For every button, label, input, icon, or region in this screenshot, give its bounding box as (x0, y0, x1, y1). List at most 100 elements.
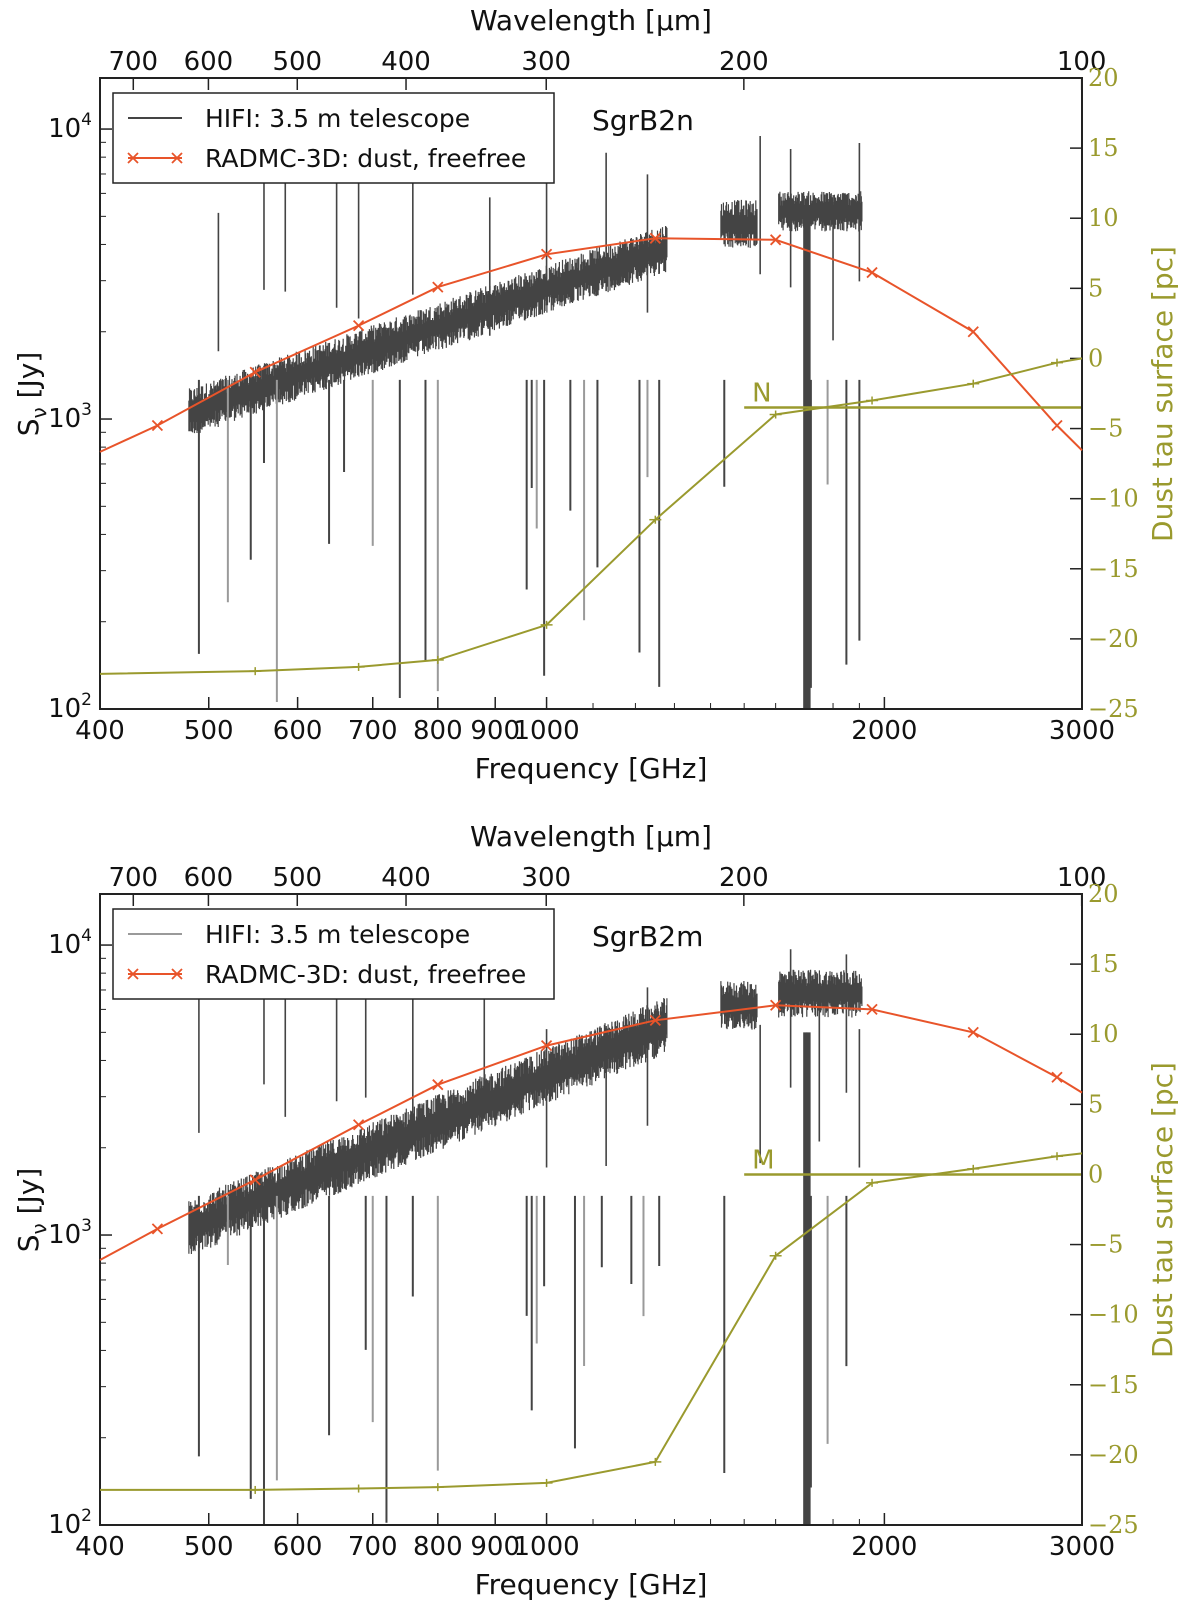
y-tick-label: 104 (48, 110, 92, 144)
x-tick-label: 600 (273, 716, 323, 746)
spectrum-band (720, 981, 758, 1030)
model-point (352, 319, 365, 332)
top-tick-label: 200 (719, 863, 769, 893)
model-point (249, 366, 261, 378)
y2-tick-label: −15 (1088, 555, 1139, 583)
legend: HIFI: 3.5 m telescope RADMC-3D: dust, fre… (112, 908, 555, 1000)
spectrum-band (778, 191, 863, 232)
y2-tick-label: 20 (1088, 880, 1119, 908)
hifi-spectrum (188, 135, 863, 708)
y2-tick-label: 10 (1088, 204, 1119, 232)
radmc-model-line (99, 232, 1083, 453)
y2-tick-label: 20 (1088, 64, 1119, 92)
y2-tick-label: −10 (1088, 485, 1139, 513)
y2-tick-label: 0 (1088, 1160, 1103, 1188)
y-tick-label: 104 (48, 926, 92, 960)
spectrum-band (720, 199, 758, 248)
x-tick-label: 3000 (1049, 1532, 1115, 1562)
top-tick-label: 600 (184, 863, 234, 893)
y2-axis-title: Dust tau surface [pc] (1146, 1062, 1179, 1358)
y-axis-title: Sν [Jy] (12, 1168, 51, 1253)
legend-marker (127, 968, 139, 980)
y2-tick-label: −10 (1088, 1301, 1139, 1329)
top-axis-title: Wavelength [μm] (470, 4, 712, 37)
x-tick-label: 1000 (513, 1532, 579, 1562)
top-axis-title: Wavelength [μm] (470, 820, 712, 853)
y-tick-label: 103 (48, 1216, 92, 1250)
y-tick-label: 103 (48, 400, 92, 434)
top-tick-label: 400 (381, 863, 431, 893)
model-point (540, 1039, 553, 1052)
y2-tick-label: −5 (1088, 1231, 1123, 1259)
y-axis-title: Sν [Jy] (12, 352, 51, 437)
legend-label: HIFI: 3.5 m telescope (205, 104, 470, 133)
spectrum-band (188, 226, 668, 434)
x-tick-label: 900 (470, 716, 520, 746)
legend-marker (127, 152, 139, 164)
legend-box (112, 908, 555, 1000)
model-point (769, 234, 782, 246)
surface-marker-label: M (752, 1145, 774, 1175)
x-tick-label: 1000 (513, 716, 579, 746)
top-tick-label: 100 (1057, 863, 1107, 893)
model-point (649, 1014, 661, 1026)
tau-surface-line: N (99, 357, 1083, 676)
top-tick-label: 600 (184, 47, 234, 77)
y2-tick-label: −25 (1088, 695, 1139, 723)
x-tick-label: 800 (413, 716, 463, 746)
surface-marker-label: N (752, 379, 771, 409)
top-tick-label: 500 (272, 863, 322, 893)
model-point (352, 1119, 365, 1131)
x-tick-label: 3000 (1049, 716, 1115, 746)
spectrum-band (778, 969, 863, 1018)
radmc-model-line (99, 999, 1083, 1261)
y2-tick-label: −15 (1088, 1371, 1139, 1399)
model-point (151, 1223, 164, 1235)
y2-tick-label: −20 (1088, 625, 1139, 653)
model-point (540, 248, 553, 260)
x-tick-label: 600 (273, 1532, 323, 1562)
model-point (432, 281, 444, 293)
hifi-spectrum (188, 946, 863, 1524)
legend-label: RADMC-3D: dust, freefree (205, 144, 526, 173)
model-point (769, 999, 782, 1011)
y2-tick-label: 5 (1088, 274, 1103, 302)
legend-label: RADMC-3D: dust, freefree (205, 960, 526, 989)
model-point (649, 232, 661, 244)
top-tick-label: 700 (108, 47, 158, 77)
x-axis-title: Frequency [GHz] (475, 752, 708, 785)
x-tick-label: 700 (348, 716, 398, 746)
ticks-layer (99, 77, 1083, 710)
source-annotation: SgrB2n (592, 104, 694, 137)
x-axis-title: Frequency [GHz] (475, 1568, 708, 1601)
x-tick-label: 400 (75, 716, 125, 746)
y2-axis-title: Dust tau surface [pc] (1146, 246, 1179, 542)
model-point (866, 1003, 878, 1016)
x-tick-label: 400 (75, 1532, 125, 1562)
top-tick-label: 500 (272, 47, 322, 77)
y-tick-label: 102 (48, 690, 92, 724)
y2-tick-label: −5 (1088, 415, 1123, 443)
x-tick-label: 900 (470, 1532, 520, 1562)
y2-tick-label: 10 (1088, 1020, 1119, 1048)
tau-surface-line: M (100, 1145, 1083, 1494)
legend-label: HIFI: 3.5 m telescope (205, 920, 470, 949)
model-point (967, 1026, 979, 1038)
legend-marker (171, 152, 183, 164)
ticks-layer (99, 893, 1083, 1526)
model-line (99, 1004, 1083, 1261)
model-point (249, 1174, 261, 1186)
top-tick-label: 400 (381, 47, 431, 77)
legend-marker (171, 968, 183, 980)
y2-tick-label: 15 (1088, 950, 1119, 978)
x-tick-label: 700 (348, 1532, 398, 1562)
top-tick-label: 700 (108, 863, 158, 893)
model-point (967, 326, 979, 338)
top-tick-label: 300 (521, 863, 571, 893)
spectrum-band (188, 998, 668, 1254)
top-tick-label: 200 (719, 47, 769, 77)
model-point (432, 1079, 444, 1091)
